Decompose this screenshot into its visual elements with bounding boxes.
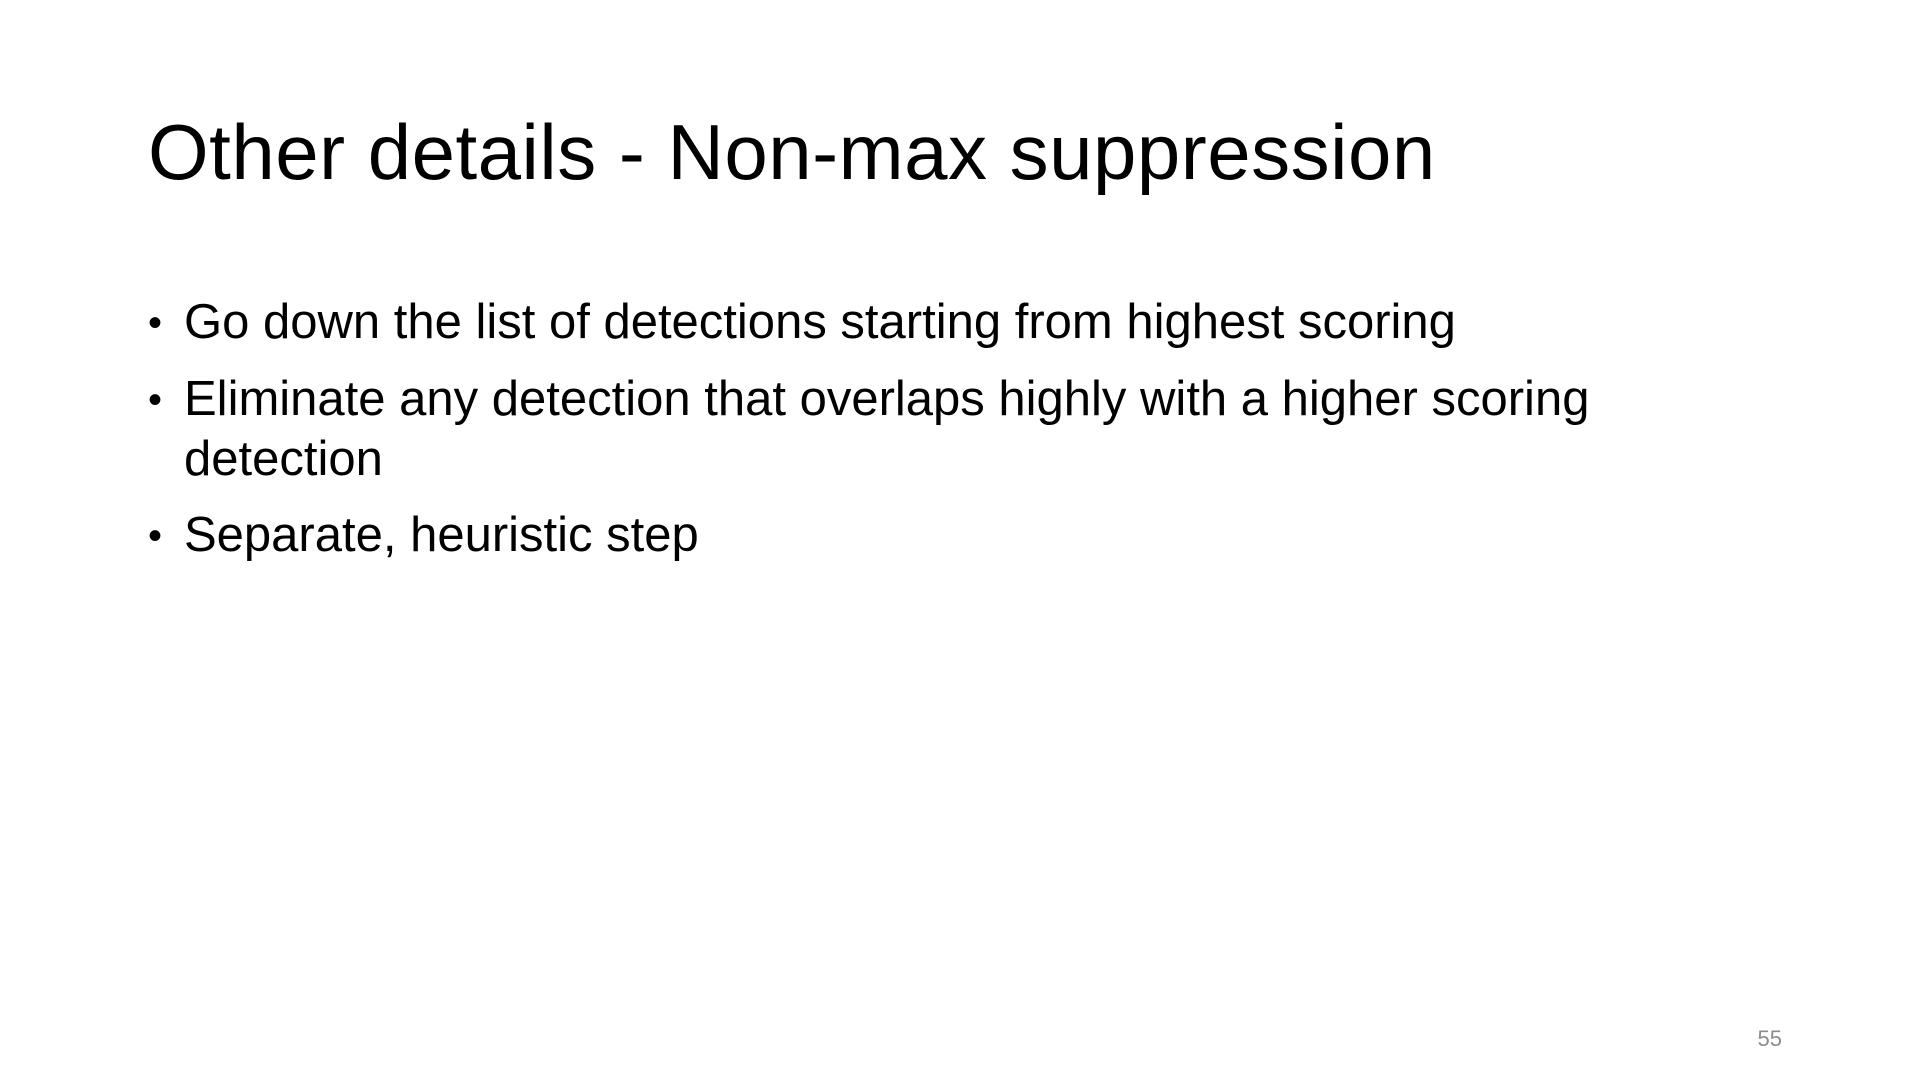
bullet-text: Eliminate any detection that overlaps hi… xyxy=(184,371,1590,486)
bullet-item: • Separate, heuristic step xyxy=(148,506,1748,566)
slide-title: Other details - Non-max suppression xyxy=(148,108,1436,196)
bullet-item: • Go down the list of detections startin… xyxy=(148,293,1748,353)
bullet-text: Separate, heuristic step xyxy=(184,508,699,563)
bullet-item: • Eliminate any detection that overlaps … xyxy=(148,370,1748,490)
slide-number: 55 xyxy=(1757,1026,1782,1051)
bullet-dot-icon: • xyxy=(148,377,163,422)
bullet-dot-icon: • xyxy=(148,301,163,345)
bullet-list: • Go down the list of detections startin… xyxy=(148,293,1748,583)
bullet-dot-icon: • xyxy=(148,514,163,559)
bullet-text: Go down the list of detections starting … xyxy=(184,295,1456,349)
